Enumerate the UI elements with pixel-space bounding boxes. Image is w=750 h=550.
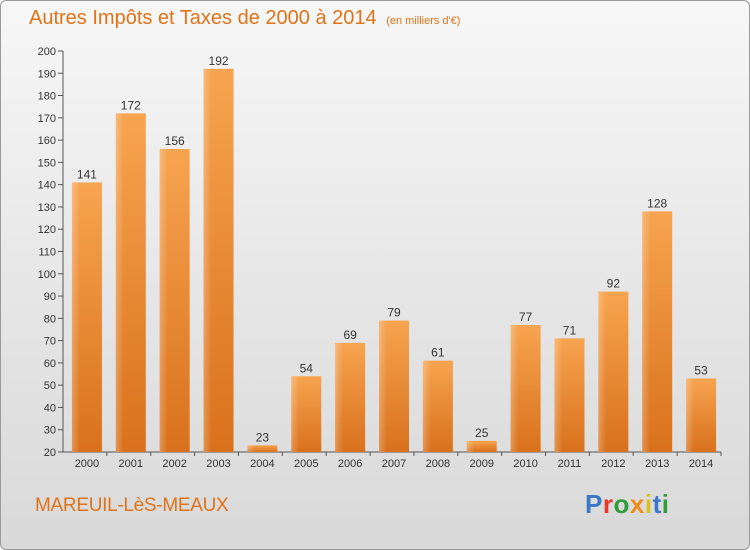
bar-value-label: 172 — [121, 98, 141, 112]
bar-value-label: 92 — [607, 277, 621, 291]
bar-value-label: 156 — [165, 134, 185, 148]
x-tick-label: 2010 — [513, 458, 537, 470]
x-tick-label: 2001 — [119, 458, 143, 470]
bar — [247, 445, 278, 452]
bar-value-label: 69 — [343, 328, 357, 342]
y-tick-label: 110 — [38, 247, 56, 259]
y-tick-label: 100 — [38, 269, 56, 281]
bar-value-label: 53 — [694, 363, 708, 377]
bar-highlight — [598, 291, 607, 452]
x-tick-label: 2009 — [469, 458, 493, 470]
y-tick-label: 120 — [38, 224, 56, 236]
y-tick-label: 50 — [44, 380, 56, 392]
bar-highlight — [203, 68, 212, 453]
y-tick-label: 90 — [44, 291, 56, 303]
logo-letter: P — [585, 489, 603, 519]
x-tick-label: 2000 — [75, 458, 99, 470]
bar-value-label: 54 — [300, 361, 314, 375]
y-tick-label: 80 — [44, 313, 56, 325]
y-tick-label: 130 — [38, 202, 56, 214]
logo-letter: i — [644, 489, 653, 519]
bar-value-label: 79 — [387, 306, 401, 320]
y-tick-label: 140 — [38, 180, 56, 192]
chart-bars: 141 172 156 192 23 54 69 79 61 25 77 71 92 128 53 — [71, 54, 717, 453]
chart-subtitle: (en milliers d'€) — [386, 15, 461, 27]
bar-value-label: 141 — [77, 167, 97, 181]
commune-name: MAREUIL-LèS-MEAUX — [35, 495, 229, 516]
x-tick-label: 2014 — [689, 458, 713, 470]
x-tick-label: 2007 — [382, 458, 406, 470]
x-tick-label: 2005 — [294, 458, 318, 470]
bar-value-label: 77 — [519, 310, 533, 324]
bar-highlight — [159, 149, 168, 452]
y-tick-label: 180 — [38, 91, 56, 103]
proxiti-logo: Proxiti — [585, 489, 669, 520]
bar-value-label: 25 — [475, 426, 489, 440]
y-tick-label: 40 — [44, 402, 56, 414]
y-tick-label: 170 — [38, 113, 56, 125]
bar-highlight — [422, 360, 431, 452]
y-tick-label: 150 — [38, 157, 56, 169]
bar-value-label: 192 — [209, 54, 229, 68]
bar-highlight — [335, 342, 344, 452]
bar-highlight — [554, 338, 563, 452]
chart-title: Autres Impôts et Taxes de 2000 à 2014 (e… — [29, 7, 460, 30]
y-tick-label: 60 — [44, 358, 56, 370]
bar-highlight — [247, 445, 256, 452]
bar-value-label: 71 — [563, 323, 577, 337]
x-tick-label: 2004 — [250, 458, 274, 470]
x-tick-label: 2012 — [601, 458, 625, 470]
x-tick-label: 2011 — [558, 458, 582, 470]
x-tick-label: 2003 — [206, 458, 230, 470]
bar-highlight — [686, 378, 695, 452]
bar-highlight — [466, 440, 475, 452]
y-tick-label: 20 — [44, 447, 56, 459]
y-tick-label: 70 — [44, 336, 56, 348]
y-tick-label: 200 — [38, 46, 56, 58]
logo-letter: i — [661, 489, 670, 519]
logo-letter: o — [613, 489, 630, 519]
chart-title-text: Autres Impôts et Taxes de 2000 à 2014 — [29, 7, 377, 29]
bar — [466, 440, 497, 452]
logo-letter: x — [629, 489, 645, 519]
bar-highlight — [642, 211, 651, 452]
x-tick-label: 2013 — [645, 458, 669, 470]
bar-highlight — [291, 376, 300, 452]
logo-letter: r — [602, 489, 614, 519]
y-tick-label: 30 — [44, 425, 56, 437]
logo-letter: t — [652, 489, 662, 519]
x-tick-label: 2006 — [338, 458, 362, 470]
bar-highlight — [510, 325, 519, 452]
bar-value-label: 128 — [647, 196, 667, 210]
x-tick-label: 2008 — [426, 458, 450, 470]
bar-highlight — [379, 320, 387, 452]
y-tick-label: 160 — [38, 135, 56, 147]
y-tick-label: 190 — [38, 68, 56, 80]
bar-value-label: 61 — [431, 346, 445, 360]
x-tick-label: 2002 — [162, 458, 186, 470]
bar-highlight — [71, 182, 80, 452]
bar-value-label: 23 — [256, 430, 270, 444]
bar-highlight — [115, 113, 124, 452]
